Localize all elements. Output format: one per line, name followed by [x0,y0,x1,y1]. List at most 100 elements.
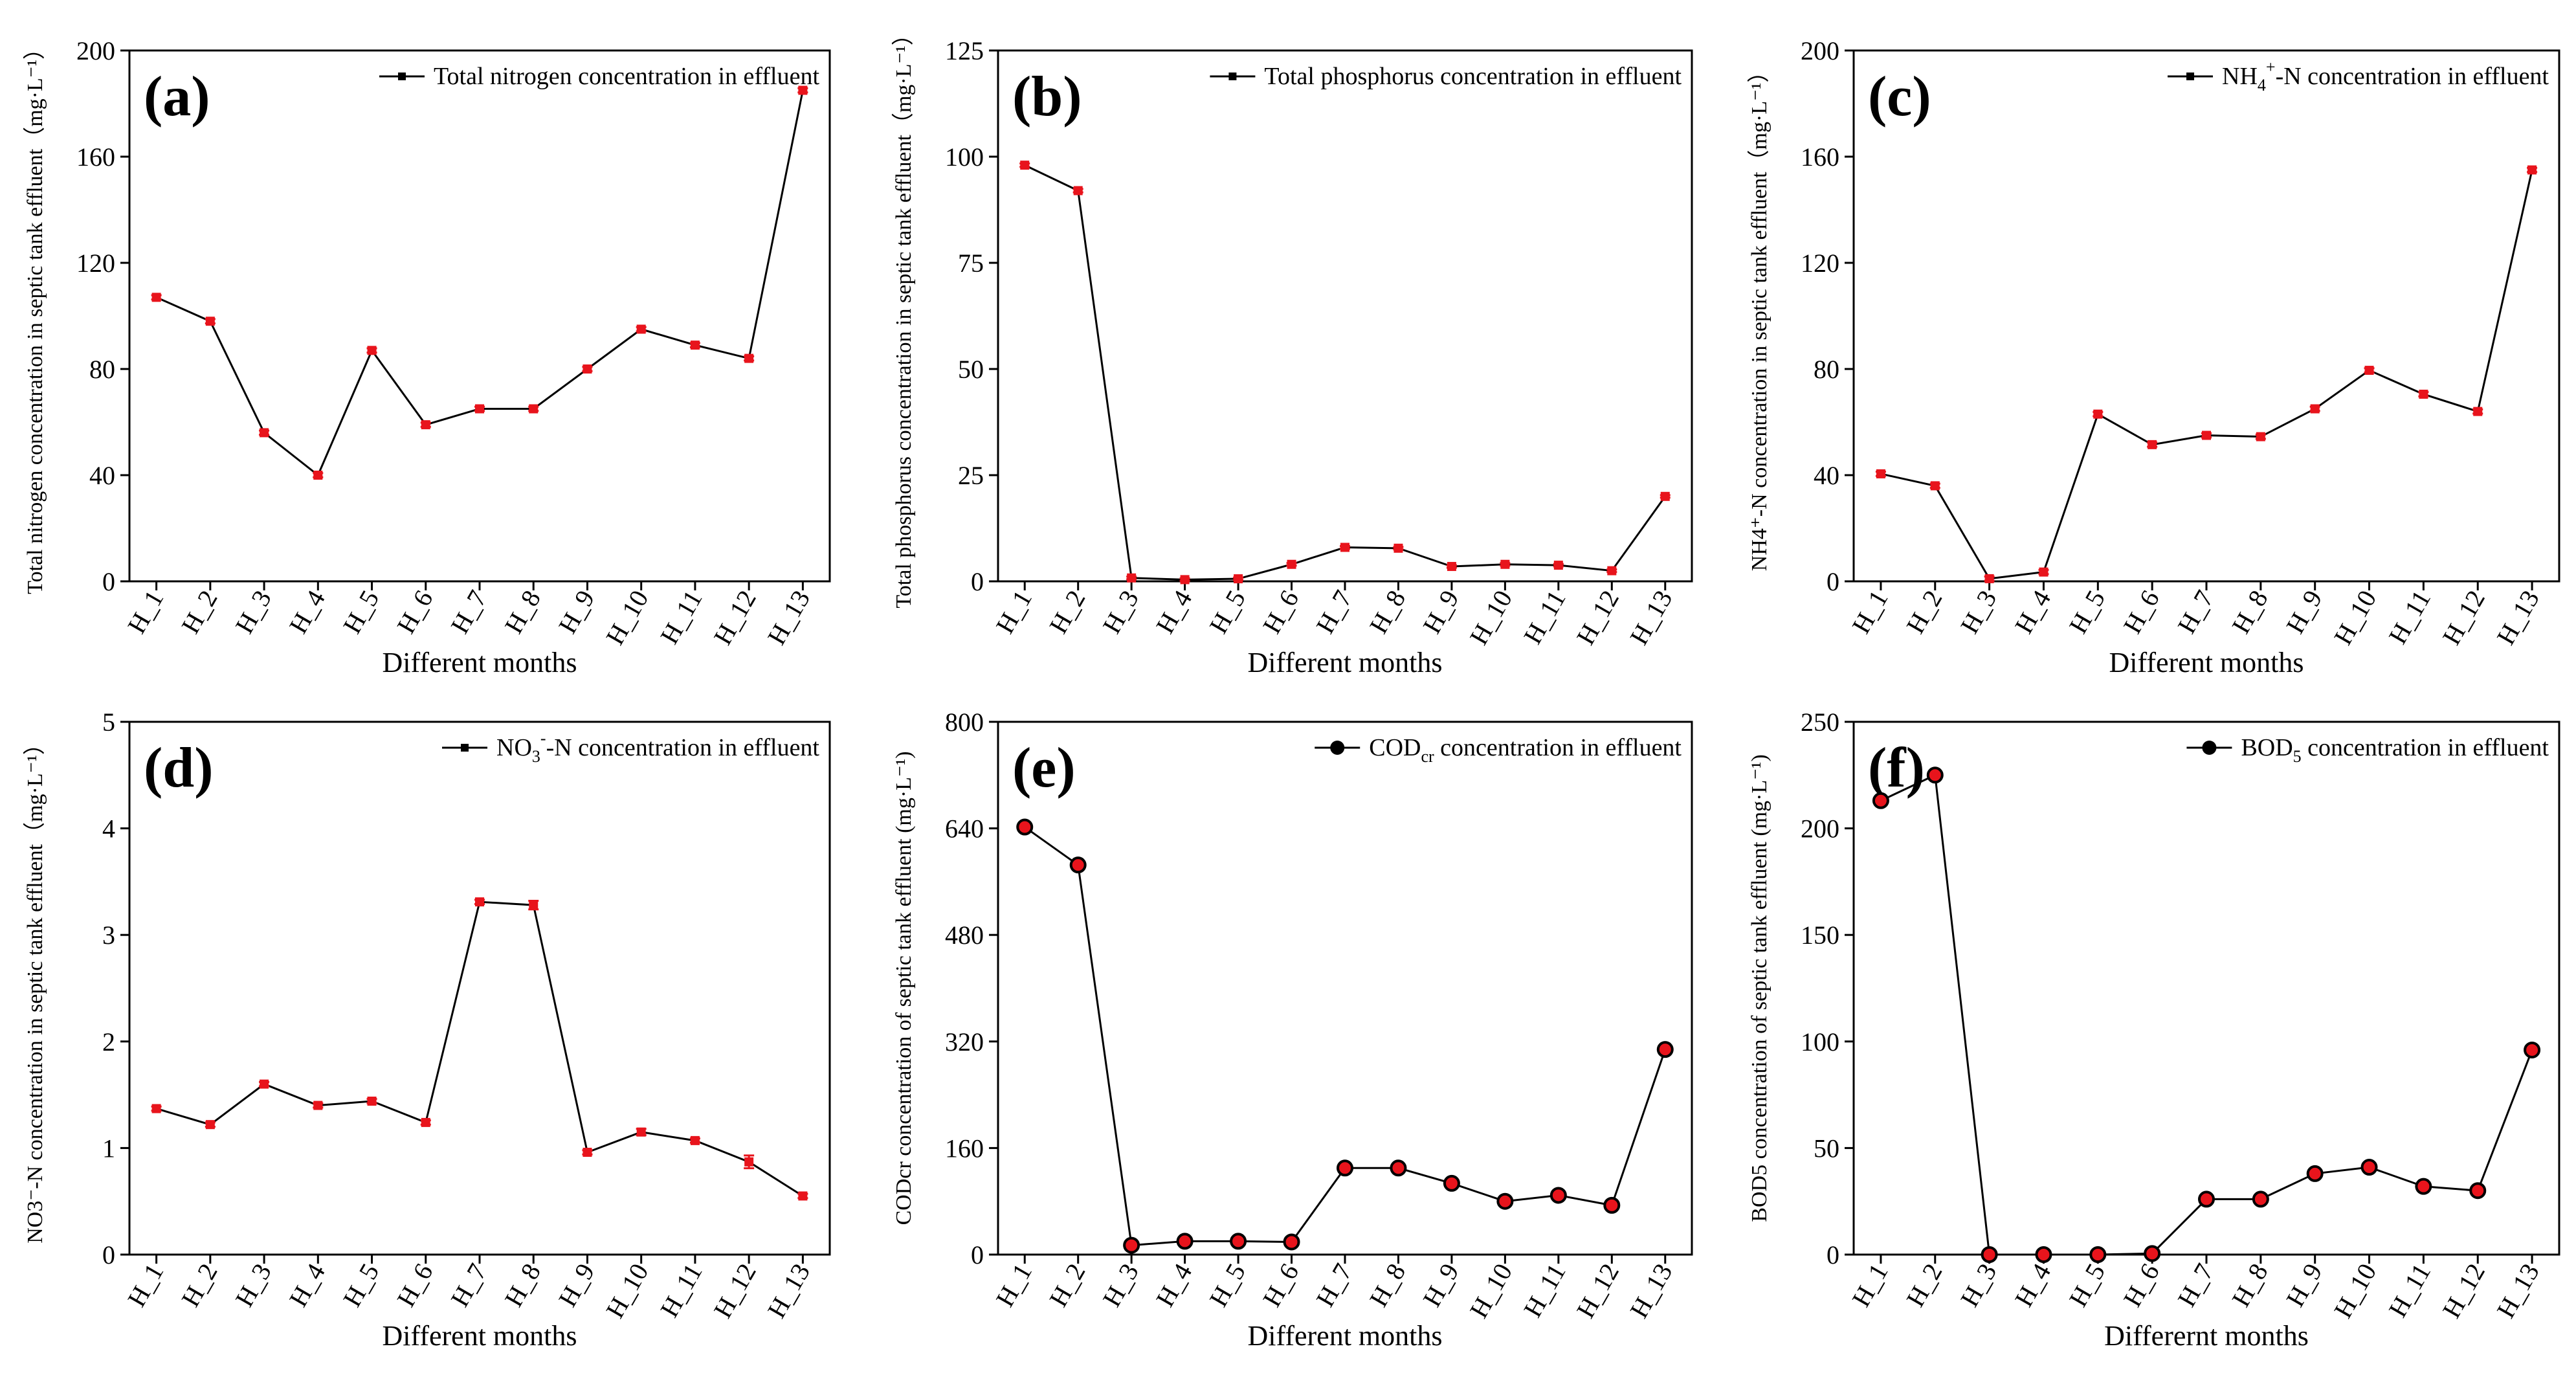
y-tick-label: 100 [1801,1027,1839,1056]
series-line [1024,164,1666,581]
data-point [367,1096,377,1106]
x-tick-label: H_8 [499,585,546,638]
x-tick-label: H_5 [1203,1258,1250,1312]
x-tick-label: H_11 [1518,585,1571,649]
data-point [1447,562,1456,572]
y-tick-label: 320 [945,1027,984,1056]
x-tick-label: H_1 [1846,1258,1893,1312]
data-point [1390,1159,1407,1177]
y-tick-label: 50 [1814,1134,1839,1163]
data-point [636,324,646,334]
legend-main: NH [2222,63,2258,90]
y-tick-label: 75 [958,249,984,278]
x-tick-label: H_7 [2171,1258,2219,1312]
x-tick-label: H_5 [2063,1258,2111,1312]
data-point [151,1104,161,1113]
x-tick-label: H_2 [175,585,223,638]
x-tick-label: H_5 [337,585,384,638]
legend-label: NH4+-N concentration in effluent [2222,58,2549,95]
x-axis-title: Different months [1247,647,1442,678]
legend-marker [2186,73,2195,80]
legend-marker [1330,741,1345,755]
x-tick-label: H_12 [708,585,762,649]
x-tick-label: H_10 [2328,585,2382,649]
x-tick-label: H_9 [553,1258,600,1312]
y-tick-label: 4 [102,814,115,844]
data-point [2198,1190,2215,1208]
data-point [1500,559,1510,569]
data-point [205,317,215,326]
x-tick-label: H_3 [1955,1258,2002,1312]
legend-main: NO [496,734,532,761]
x-tick-label: H_3 [229,585,276,638]
data-point [2306,1165,2324,1182]
legend-suffix: concentration in effluent [1434,734,1682,761]
x-tick-label: H_4 [283,585,331,638]
plot-frame [128,49,831,583]
data-point [1287,559,1296,569]
y-tick-label: 40 [89,461,115,490]
x-tick-label: H_7 [445,1258,492,1312]
x-tick-label: H_2 [1043,1258,1091,1312]
data-point [1872,792,1889,809]
x-tick-label: H_10 [1464,1258,1518,1323]
x-tick-label: H_11 [654,1258,708,1322]
x-tick-label: H_4 [283,1258,331,1312]
data-point [1016,818,1034,836]
data-point [1234,574,1243,584]
x-tick-label: H_5 [2063,585,2111,638]
data-point [2144,1245,2161,1262]
data-point [475,897,484,907]
panel-letter: (a) [144,65,210,128]
x-tick-label: H_13 [1624,585,1678,649]
data-point [2093,409,2103,419]
y-tick-label: 0 [1827,567,1839,596]
legend-subscript: cr [1421,747,1434,766]
data-point [1660,491,1670,501]
panel-letter: (c) [1868,65,1931,128]
x-tick-label: H_4 [1150,1258,1197,1312]
data-point [1230,1233,1247,1250]
legend-main: BOD [2241,734,2293,761]
y-tick-label: 5 [102,708,115,737]
x-tick-label: H_4 [2009,1258,2056,1312]
y-tick-label: 125 [945,36,984,65]
y-tick-label: 80 [89,355,115,384]
y-tick-label: 160 [76,142,115,172]
panel-letter: (e) [1012,737,1076,799]
data-point [1340,542,1349,552]
data-point [2252,1190,2269,1208]
series-line [1880,774,2533,1256]
x-tick-label: H_7 [445,585,492,638]
data-point [1876,469,1885,478]
x-tick-label: H_8 [2226,585,2273,638]
x-tick-label: H_7 [1310,1258,1357,1312]
data-point [690,341,700,350]
x-tick-label: H_9 [553,585,600,638]
x-tick-label: H_4 [1150,585,1197,638]
data-point [529,900,539,910]
x-tick-label: H_2 [1900,1258,1948,1312]
panel-b: 0 25 50 75 100 125 H_1 H_2 H_3 H_4 H_5 H_6 H_7 H_8 H_9… [891,23,1693,678]
y-tick-label: 0 [1827,1240,1839,1269]
y-tick-label: 100 [945,142,984,172]
data-point [1496,1192,1514,1210]
x-tick-label: H_3 [1955,585,2002,638]
legend-suffix: -N concentration in effluent [2276,63,2549,90]
data-point [151,293,161,302]
data-point [1984,574,1994,583]
x-tick-label: H_1 [122,585,169,638]
y-tick-label: 1 [102,1134,115,1163]
panel-letter: (d) [144,737,214,799]
data-point [2256,432,2265,442]
x-tick-label: H_3 [1097,585,1144,638]
x-tick-label: H_7 [2171,585,2219,638]
y-tick-label: 480 [945,921,984,950]
data-point [1549,1187,1567,1204]
x-tick-label: H_1 [122,1258,169,1312]
panel-letter: (f) [1868,737,1925,799]
data-point [2527,165,2537,175]
